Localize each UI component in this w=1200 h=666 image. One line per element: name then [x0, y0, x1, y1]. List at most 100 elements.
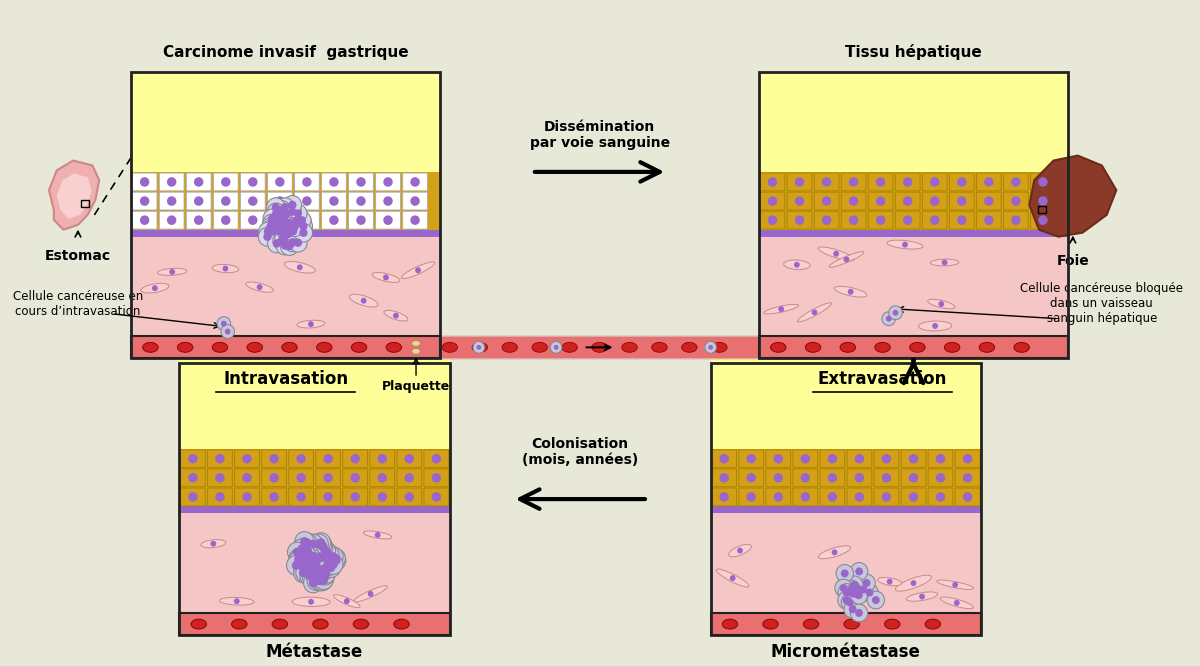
Ellipse shape — [720, 454, 728, 464]
Circle shape — [266, 198, 284, 216]
Circle shape — [282, 210, 290, 218]
Ellipse shape — [876, 177, 886, 186]
FancyBboxPatch shape — [235, 469, 259, 487]
Ellipse shape — [746, 473, 756, 483]
Ellipse shape — [296, 320, 325, 328]
Ellipse shape — [984, 215, 994, 225]
Circle shape — [305, 557, 324, 576]
FancyBboxPatch shape — [376, 173, 401, 191]
Circle shape — [322, 547, 330, 555]
FancyBboxPatch shape — [180, 450, 205, 468]
Circle shape — [848, 589, 857, 597]
Circle shape — [286, 228, 293, 236]
Circle shape — [284, 219, 292, 227]
Ellipse shape — [364, 531, 392, 539]
Ellipse shape — [188, 492, 198, 501]
Circle shape — [316, 559, 335, 578]
Circle shape — [882, 312, 895, 326]
Ellipse shape — [944, 342, 960, 352]
FancyBboxPatch shape — [208, 469, 233, 487]
FancyBboxPatch shape — [160, 192, 184, 210]
Ellipse shape — [378, 454, 386, 464]
Ellipse shape — [803, 619, 818, 629]
Circle shape — [265, 222, 283, 240]
Ellipse shape — [356, 215, 366, 225]
FancyBboxPatch shape — [869, 192, 893, 210]
Ellipse shape — [746, 454, 756, 464]
Circle shape — [859, 585, 868, 593]
Ellipse shape — [840, 342, 856, 352]
Circle shape — [295, 218, 304, 227]
Text: Carcinome invasif  gastrique: Carcinome invasif gastrique — [163, 45, 408, 60]
Circle shape — [704, 342, 716, 353]
Circle shape — [313, 555, 322, 563]
Circle shape — [306, 553, 325, 573]
Text: Colonisation
(mois, années): Colonisation (mois, années) — [522, 438, 638, 468]
Circle shape — [318, 565, 326, 573]
Circle shape — [308, 552, 317, 561]
Circle shape — [313, 565, 332, 585]
Ellipse shape — [215, 473, 224, 483]
Ellipse shape — [242, 454, 252, 464]
FancyBboxPatch shape — [403, 211, 427, 229]
Circle shape — [272, 231, 292, 250]
FancyBboxPatch shape — [268, 173, 293, 191]
Text: Intravasation: Intravasation — [223, 370, 348, 388]
FancyBboxPatch shape — [322, 192, 347, 210]
Circle shape — [275, 202, 293, 221]
Circle shape — [854, 591, 863, 599]
Circle shape — [308, 321, 314, 327]
Ellipse shape — [383, 196, 392, 206]
Circle shape — [294, 238, 302, 247]
FancyBboxPatch shape — [240, 192, 265, 210]
Ellipse shape — [930, 259, 959, 266]
Ellipse shape — [774, 454, 782, 464]
FancyBboxPatch shape — [235, 488, 259, 506]
Circle shape — [319, 555, 338, 575]
Circle shape — [331, 554, 340, 563]
Ellipse shape — [140, 177, 149, 186]
FancyBboxPatch shape — [874, 488, 899, 506]
Bar — [179, 613, 450, 635]
Circle shape — [319, 553, 338, 573]
FancyBboxPatch shape — [814, 211, 839, 229]
Circle shape — [311, 555, 319, 564]
FancyBboxPatch shape — [766, 450, 791, 468]
Text: Cellule cancéreuse bloquée
dans un vaisseau
sanguin hépatique: Cellule cancéreuse bloquée dans un vaiss… — [1020, 282, 1183, 326]
Bar — [131, 230, 440, 236]
FancyBboxPatch shape — [901, 469, 926, 487]
FancyBboxPatch shape — [160, 173, 184, 191]
Circle shape — [277, 227, 286, 236]
FancyBboxPatch shape — [316, 450, 341, 468]
Circle shape — [308, 579, 318, 587]
Circle shape — [308, 547, 328, 567]
Ellipse shape — [432, 454, 442, 464]
Ellipse shape — [884, 619, 900, 629]
Ellipse shape — [822, 177, 832, 186]
Circle shape — [300, 556, 319, 576]
FancyBboxPatch shape — [955, 488, 980, 506]
FancyBboxPatch shape — [760, 211, 785, 229]
Ellipse shape — [432, 473, 442, 483]
Ellipse shape — [712, 342, 727, 352]
FancyBboxPatch shape — [895, 211, 920, 229]
Ellipse shape — [1038, 196, 1048, 206]
FancyBboxPatch shape — [262, 469, 287, 487]
Ellipse shape — [798, 303, 832, 322]
Ellipse shape — [875, 342, 890, 352]
Circle shape — [289, 204, 307, 223]
FancyBboxPatch shape — [869, 173, 893, 191]
FancyBboxPatch shape — [949, 211, 974, 229]
FancyBboxPatch shape — [322, 211, 347, 229]
FancyBboxPatch shape — [977, 173, 1001, 191]
Circle shape — [344, 598, 349, 604]
Circle shape — [367, 591, 373, 597]
Circle shape — [311, 557, 319, 566]
Circle shape — [473, 342, 485, 353]
Ellipse shape — [302, 215, 312, 225]
FancyBboxPatch shape — [793, 469, 817, 487]
Circle shape — [293, 211, 311, 230]
Ellipse shape — [910, 342, 925, 352]
Circle shape — [272, 200, 290, 219]
Circle shape — [281, 214, 299, 233]
